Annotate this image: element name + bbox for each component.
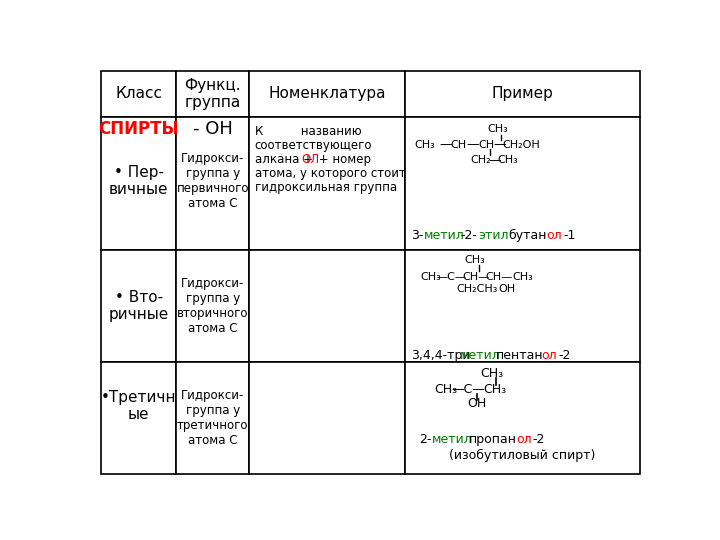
- Text: CH₃: CH₃: [497, 156, 518, 165]
- Text: Номенклатура: Номенклатура: [269, 86, 386, 102]
- Text: этил: этил: [478, 229, 508, 242]
- Text: -2: -2: [558, 349, 570, 362]
- Text: алкана +: алкана +: [255, 153, 316, 166]
- Text: -2: -2: [533, 433, 545, 446]
- Text: Функц.
группа: Функц. группа: [184, 78, 241, 110]
- Bar: [176, 71, 249, 117]
- Bar: [249, 362, 405, 474]
- Text: —: —: [466, 138, 479, 151]
- Bar: [405, 250, 639, 362]
- Text: метил: метил: [432, 433, 473, 446]
- Text: соответствующего: соответствующего: [255, 139, 372, 152]
- Text: —: —: [494, 138, 506, 151]
- Text: пентан: пентан: [495, 349, 544, 362]
- Text: 3,4,4-три: 3,4,4-три: [411, 349, 470, 362]
- Text: • Пер-
вичные: • Пер- вичные: [109, 165, 168, 198]
- Text: CH₂: CH₂: [470, 156, 491, 165]
- Text: OH: OH: [499, 284, 516, 294]
- Text: 3-: 3-: [411, 229, 423, 242]
- Text: + номер: + номер: [315, 153, 371, 166]
- Text: OH: OH: [467, 397, 486, 410]
- Bar: [405, 362, 639, 474]
- Text: атома, у которого стоит: атома, у которого стоит: [255, 167, 405, 180]
- Text: CH: CH: [478, 140, 494, 150]
- Bar: [405, 117, 639, 250]
- Text: гидроксильная группа: гидроксильная группа: [255, 181, 397, 194]
- Text: CH₃: CH₃: [415, 140, 435, 150]
- Bar: [101, 71, 176, 117]
- Bar: [176, 117, 249, 250]
- Text: CH₃: CH₃: [434, 383, 458, 396]
- Bar: [249, 71, 405, 117]
- Bar: [405, 71, 639, 117]
- Bar: [101, 250, 176, 362]
- Text: Гидрокси-
группа у
первичного
атома С: Гидрокси- группа у первичного атома С: [176, 152, 249, 210]
- Text: CH—: CH—: [462, 272, 490, 282]
- Text: CH₃: CH₃: [480, 367, 503, 380]
- Text: метил: метил: [423, 229, 464, 242]
- Text: -1: -1: [563, 229, 575, 242]
- Text: Класс: Класс: [115, 86, 162, 102]
- Text: бутан: бутан: [508, 229, 546, 242]
- Text: CH₂OH: CH₂OH: [502, 140, 540, 150]
- Bar: [249, 117, 405, 250]
- Text: CH: CH: [450, 140, 467, 150]
- Bar: [176, 362, 249, 474]
- Text: 2-: 2-: [419, 433, 431, 446]
- Text: ОЛ: ОЛ: [301, 153, 319, 166]
- Text: -2-: -2-: [460, 229, 477, 242]
- Text: К          названию: К названию: [255, 125, 361, 138]
- Bar: [176, 250, 249, 362]
- Text: —: —: [489, 154, 501, 167]
- Text: Гидрокси-
группа у
третичного
атома С: Гидрокси- группа у третичного атома С: [177, 389, 248, 447]
- Text: —C—: —C—: [436, 272, 466, 282]
- Text: (изобутиловый спирт): (изобутиловый спирт): [449, 449, 595, 462]
- Text: - OH: - OH: [193, 120, 233, 138]
- Text: CH₃: CH₃: [487, 124, 508, 134]
- Text: пропан: пропан: [469, 433, 517, 446]
- Text: CH—: CH—: [485, 272, 513, 282]
- Text: ол: ол: [546, 229, 562, 242]
- Text: CH₂CH₃: CH₂CH₃: [456, 284, 498, 294]
- Bar: [101, 117, 176, 250]
- Text: CH₃: CH₃: [420, 272, 441, 282]
- Text: • Вто-
ричные: • Вто- ричные: [109, 290, 169, 322]
- Text: CH₃: CH₃: [483, 383, 506, 396]
- Text: ол: ол: [516, 433, 531, 446]
- Text: СПИРТЫ: СПИРТЫ: [99, 120, 179, 138]
- Bar: [101, 362, 176, 474]
- Text: метил: метил: [460, 349, 500, 362]
- Text: •Третичн
ые: •Третичн ые: [101, 389, 176, 422]
- Text: —: —: [440, 138, 452, 151]
- Bar: [249, 250, 405, 362]
- Text: ол: ол: [541, 349, 557, 362]
- Text: CH₃: CH₃: [512, 272, 533, 282]
- Text: —C—: —C—: [451, 383, 485, 396]
- Text: Гидрокси-
группа у
вторичного
атома С: Гидрокси- группа у вторичного атома С: [177, 277, 248, 335]
- Text: CH₃: CH₃: [464, 255, 485, 265]
- Text: Пример: Пример: [492, 86, 554, 102]
